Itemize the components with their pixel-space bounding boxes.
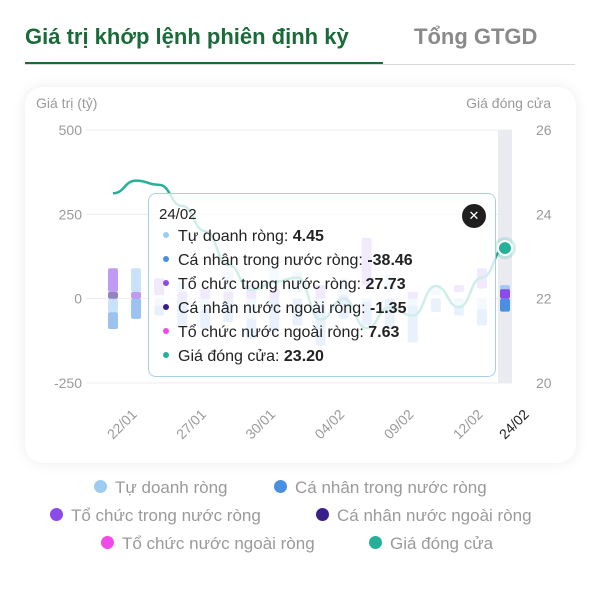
bar-segment[interactable]	[108, 298, 118, 313]
tab-total-trading-value[interactable]: Tổng GTGD	[414, 24, 538, 49]
legend-dot-icon	[94, 480, 107, 494]
y-right-tick: 26	[536, 122, 552, 138]
tab-divider	[25, 64, 575, 65]
close-icon[interactable]: ✕	[462, 204, 486, 228]
active-tab-indicator	[25, 62, 383, 65]
x-tick-label: 22/01	[104, 406, 140, 442]
tooltip-row-label: Tự doanh ròng:	[178, 228, 293, 245]
bar-segment[interactable]	[500, 298, 510, 312]
series-dot-icon	[163, 231, 169, 238]
y-left-tick: -250	[54, 375, 82, 391]
bar-segment[interactable]	[131, 291, 142, 299]
series-dot-icon	[163, 255, 169, 262]
tooltip-row-label: Cá nhân trong nước ròng:	[178, 252, 368, 269]
bar-segment[interactable]	[131, 268, 142, 292]
legend-label: Tổ chức nước ngoài ròng	[122, 534, 315, 553]
tooltip-row-value: 23.20	[283, 348, 324, 365]
y-left-axis-label: Giá trị (tỷ)	[36, 95, 97, 111]
bar-segment[interactable]	[108, 268, 118, 292]
tooltip-row: Tổ chức trong nước ròng: 27.73	[163, 276, 406, 294]
legend-item[interactable]: Giá đóng cửa	[369, 534, 493, 554]
legend-item[interactable]: Cá nhân nước ngoài ròng	[316, 506, 532, 526]
legend-label: Tự doanh ròng	[115, 478, 228, 497]
legend-item[interactable]: Tổ chức trong nước ròng	[50, 506, 261, 526]
bar-segment[interactable]	[108, 312, 118, 330]
x-tick-label: 27/01	[173, 406, 209, 442]
tooltip-row: Giá đóng cửa: 23.20	[163, 348, 324, 366]
series-dot-icon	[163, 351, 169, 358]
y-right-tick: 22	[536, 291, 552, 307]
legend-dot-icon	[316, 508, 329, 522]
tooltip-row: Cá nhân nước ngoài ròng: -1.35	[163, 300, 406, 318]
x-tick-label: 30/01	[242, 406, 278, 442]
tooltip-date: 24/02	[159, 206, 197, 223]
legend-item[interactable]: Cá nhân trong nước ròng	[274, 478, 487, 498]
tooltip-row: Cá nhân trong nước ròng: -38.46	[163, 252, 413, 270]
tab-bar: Giá trị khớp lệnh phiên định kỳ Tổng GTG…	[0, 0, 600, 66]
tooltip-row-label: Tổ chức trong nước ròng:	[178, 276, 366, 293]
tooltip: 24/02 ✕ Tự doanh ròng: 4.45 Cá nhân trong…	[148, 193, 496, 377]
legend-dot-icon	[101, 536, 114, 550]
legend-label: Tổ chức trong nước ròng	[71, 506, 261, 525]
legend-label: Giá đóng cửa	[390, 534, 494, 553]
legend-dot-icon	[274, 480, 287, 494]
bar-segment[interactable]	[131, 298, 142, 319]
x-tick-label: 24/02	[496, 406, 532, 442]
bar-segment[interactable]	[108, 291, 118, 299]
y-right-axis-label: Giá đóng cửa	[466, 95, 551, 111]
legend-item[interactable]: Tự doanh ròng	[94, 478, 228, 498]
tooltip-row: Tổ chức nước ngoài ròng: 7.63	[163, 324, 399, 342]
tooltip-row-label: Cá nhân nước ngoài ròng:	[178, 300, 370, 317]
selected-column-highlight	[498, 130, 512, 383]
tooltip-row-value: -1.35	[370, 300, 407, 317]
y-right-tick: 20	[536, 375, 552, 391]
tooltip-row-value: 7.63	[368, 324, 400, 341]
x-tick-label: 04/02	[311, 406, 347, 442]
tooltip-row-label: Giá đóng cửa:	[178, 348, 284, 365]
selected-point[interactable]	[497, 240, 513, 257]
y-left-tick: 0	[74, 291, 82, 307]
x-tick-label: 12/02	[450, 406, 486, 442]
legend-item[interactable]: Tổ chức nước ngoài ròng	[101, 534, 315, 554]
series-dot-icon	[163, 327, 169, 334]
tooltip-row-value: 27.73	[365, 276, 406, 293]
legend-dot-icon	[50, 508, 63, 522]
tooltip-row-value: -38.46	[367, 252, 413, 269]
series-dot-icon	[163, 303, 169, 310]
tooltip-row-label: Tổ chức nước ngoài ròng:	[178, 324, 369, 341]
legend-label: Cá nhân trong nước ròng	[295, 478, 487, 497]
legend-label: Cá nhân nước ngoài ròng	[337, 506, 532, 525]
legend-dot-icon	[369, 536, 382, 550]
series-dot-icon	[163, 279, 169, 286]
tooltip-row-value: 4.45	[292, 228, 324, 245]
bar-segment[interactable]	[500, 289, 510, 299]
y-right-tick: 24	[536, 206, 552, 222]
tab-periodic-match-value[interactable]: Giá trị khớp lệnh phiên định kỳ	[25, 24, 349, 49]
x-tick-label: 09/02	[381, 406, 417, 442]
y-left-tick: 250	[59, 206, 83, 222]
y-left-tick: 500	[59, 122, 83, 138]
tooltip-row: Tự doanh ròng: 4.45	[163, 228, 324, 246]
